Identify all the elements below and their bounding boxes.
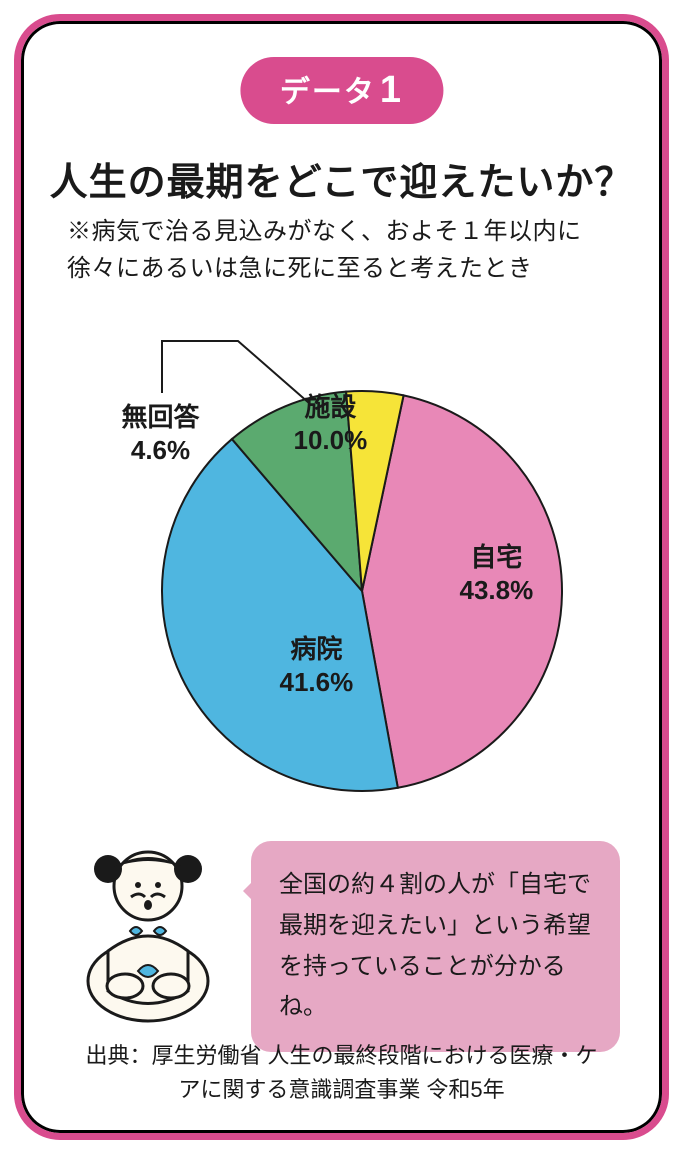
infographic-card: データ1 人生の最期をどこで迎えたいか？ ※病気で治る見込みがなく、およそ１年以…	[14, 14, 669, 1140]
badge-number: 1	[380, 69, 403, 111]
chart-title: 人生の最期をどこで迎えたいか？	[21, 151, 662, 206]
speech-callout: 全国の約４割の人が「自宅で最期を迎えたい」という希望を持っていることが分かるね。	[251, 841, 620, 1052]
data-badge: データ1	[240, 57, 443, 124]
badge-prefix: データ	[280, 76, 376, 109]
pie-label-facility: 施設 10.0%	[294, 391, 368, 456]
pie-label-hospital: 病院 41.6%	[280, 633, 354, 698]
character-illustration	[63, 831, 233, 1031]
source-citation: 出典：厚生労働省 人生の最終段階における医療・ケアに関する意識調査事業 令和5年	[81, 1039, 602, 1107]
leader-line-noanswer	[162, 341, 309, 403]
pie-label-noanswer: 無回答 4.6%	[122, 401, 200, 466]
chart-subtitle: ※病気で治る見込みがなく、およそ１年以内に徐々にあるいは急に死に至ると考えたとき	[67, 213, 616, 287]
character-icon	[63, 831, 233, 1031]
pie-chart: 自宅 43.8% 病院 41.6% 施設 10.0% 無回答 4.6%	[62, 321, 622, 801]
pie-label-home: 自宅 43.8%	[460, 541, 534, 606]
